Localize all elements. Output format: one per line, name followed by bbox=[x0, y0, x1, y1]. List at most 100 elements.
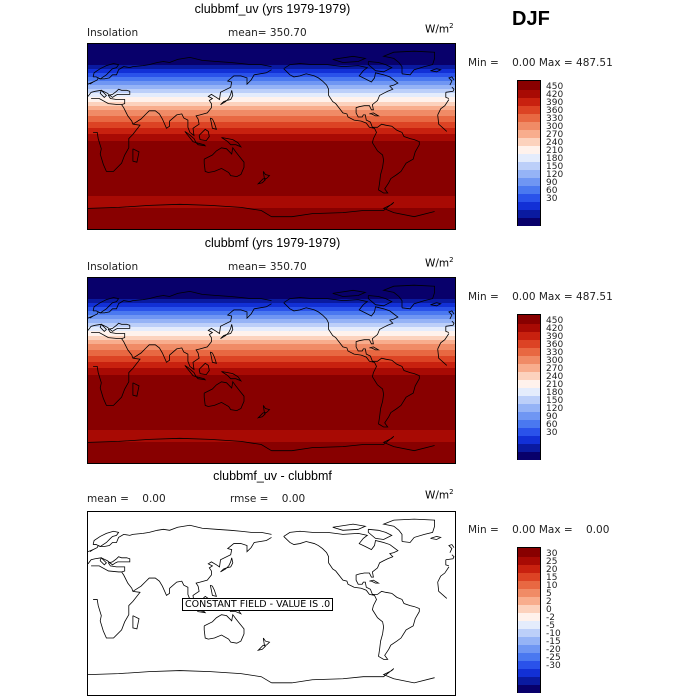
colorbar-tick-label: 420 bbox=[546, 324, 564, 334]
coastline bbox=[367, 528, 393, 540]
coastline bbox=[220, 324, 234, 339]
lat-band bbox=[88, 430, 455, 444]
colorbar-swatch bbox=[518, 153, 540, 162]
colorbar-swatch bbox=[518, 379, 540, 388]
colorbar-tick-label: 150 bbox=[546, 396, 564, 406]
lat-band bbox=[88, 208, 455, 218]
coastline bbox=[256, 178, 267, 185]
colorbar-tick-label: 270 bbox=[546, 130, 564, 140]
colorbar-tick-label: 180 bbox=[546, 154, 564, 164]
colorbar-swatch bbox=[518, 435, 540, 444]
colorbar-swatch bbox=[518, 169, 540, 178]
colorbar-swatch bbox=[518, 137, 540, 146]
panel3-map: CONSTANT FIELD - VALUE IS .0 bbox=[87, 511, 456, 696]
coastline bbox=[430, 302, 442, 307]
colorbar-swatch bbox=[518, 347, 540, 356]
colorbar-tick-label: 60 bbox=[546, 186, 558, 196]
panel1-colorbar bbox=[517, 80, 541, 226]
panel1-title: clubbmf_uv (yrs 1979-1979) bbox=[194, 2, 351, 16]
colorbar-tick-label: 240 bbox=[546, 138, 564, 148]
lat-band bbox=[88, 298, 455, 304]
coastline bbox=[367, 61, 393, 73]
panel2-colorbar-ticks: 450 420 390 360 330 300 270 240 210 180 150 120 90 60… bbox=[546, 314, 586, 458]
lat-band bbox=[88, 122, 455, 129]
colorbar-tick-label: 60 bbox=[546, 420, 558, 430]
lat-band bbox=[88, 356, 455, 363]
colorbar-tick-label: 120 bbox=[546, 404, 564, 414]
coastline bbox=[88, 556, 450, 573]
coastline bbox=[88, 56, 272, 85]
coastline bbox=[132, 537, 272, 604]
coastline bbox=[92, 297, 120, 314]
lat-band bbox=[88, 327, 455, 333]
colorbar-tick-label: -30 bbox=[546, 661, 561, 671]
coastline bbox=[91, 332, 450, 406]
lat-band bbox=[88, 97, 455, 103]
coastline bbox=[430, 68, 442, 73]
colorbar-tick-label: 15 bbox=[546, 573, 558, 583]
colorbar-tick-label: 450 bbox=[546, 82, 564, 92]
colorbar-tick-label: 360 bbox=[546, 106, 564, 116]
lat-band bbox=[88, 109, 455, 117]
colorbar-tick-label: 390 bbox=[546, 332, 564, 342]
coastline bbox=[91, 98, 450, 172]
colorbar-swatch bbox=[518, 652, 540, 661]
lat-band bbox=[88, 44, 455, 66]
colorbar-swatch bbox=[518, 628, 540, 637]
colorbar-swatch bbox=[518, 315, 540, 324]
coastline bbox=[203, 613, 245, 644]
colorbar-swatch bbox=[518, 660, 540, 669]
coastline bbox=[367, 295, 393, 307]
panel2-variable: Insolation bbox=[87, 261, 139, 273]
lat-band bbox=[88, 115, 455, 123]
coastline bbox=[209, 351, 218, 364]
coastline bbox=[448, 76, 455, 86]
coastline bbox=[262, 405, 271, 413]
colorbar-swatch bbox=[518, 217, 540, 226]
colorbar-tick-label: 10 bbox=[546, 581, 558, 591]
colorbar-swatch bbox=[518, 363, 540, 372]
colorbar-tick-label: 240 bbox=[546, 372, 564, 382]
coastline bbox=[283, 297, 420, 428]
coastline bbox=[195, 376, 207, 381]
panel1-coastlines bbox=[88, 50, 455, 229]
colorbar-swatch bbox=[518, 387, 540, 396]
panel2-map bbox=[87, 277, 456, 464]
coastline bbox=[88, 290, 272, 319]
colorbar-swatch bbox=[518, 644, 540, 653]
lat-band bbox=[88, 310, 455, 316]
constant-field-label: CONSTANT FIELD - VALUE IS .0 bbox=[182, 598, 334, 611]
panel1-colorbar-ticks: 450 420 390 360 330 300 270 240 210 180 150 120 90 60… bbox=[546, 80, 586, 224]
colorbar-swatch bbox=[518, 620, 540, 629]
colorbar-swatch bbox=[518, 161, 540, 170]
colorbar-tick-label: 360 bbox=[546, 340, 564, 350]
colorbar-swatch bbox=[518, 443, 540, 452]
colorbar-swatch bbox=[518, 572, 540, 581]
coastline bbox=[382, 50, 435, 76]
lat-band bbox=[88, 323, 455, 328]
coastline bbox=[382, 284, 435, 310]
panel2-coastlines bbox=[88, 284, 455, 463]
coastline bbox=[88, 524, 272, 553]
colorbar-tick-label: -20 bbox=[546, 645, 561, 655]
colorbar-swatch bbox=[518, 684, 540, 693]
colorbar-swatch bbox=[518, 355, 540, 364]
coastline bbox=[89, 549, 455, 561]
colorbar-swatch bbox=[518, 403, 540, 412]
lat-band bbox=[88, 76, 455, 82]
coastline bbox=[89, 315, 455, 327]
panel1-minmax: Min = 0.00 Max = 487.51 bbox=[468, 57, 613, 69]
lat-band bbox=[88, 368, 455, 376]
panel1-map bbox=[87, 43, 456, 230]
coastline bbox=[88, 670, 272, 684]
colorbar-swatch bbox=[518, 177, 540, 186]
colorbar-tick-label: 300 bbox=[546, 356, 564, 366]
colorbar-tick-label: 30 bbox=[546, 194, 558, 204]
colorbar-swatch bbox=[518, 97, 540, 106]
lat-band bbox=[88, 72, 455, 78]
colorbar-swatch bbox=[518, 451, 540, 460]
lat-band bbox=[88, 306, 455, 312]
colorbar-swatch bbox=[518, 145, 540, 154]
coastline bbox=[91, 565, 450, 639]
colorbar-swatch bbox=[518, 129, 540, 138]
